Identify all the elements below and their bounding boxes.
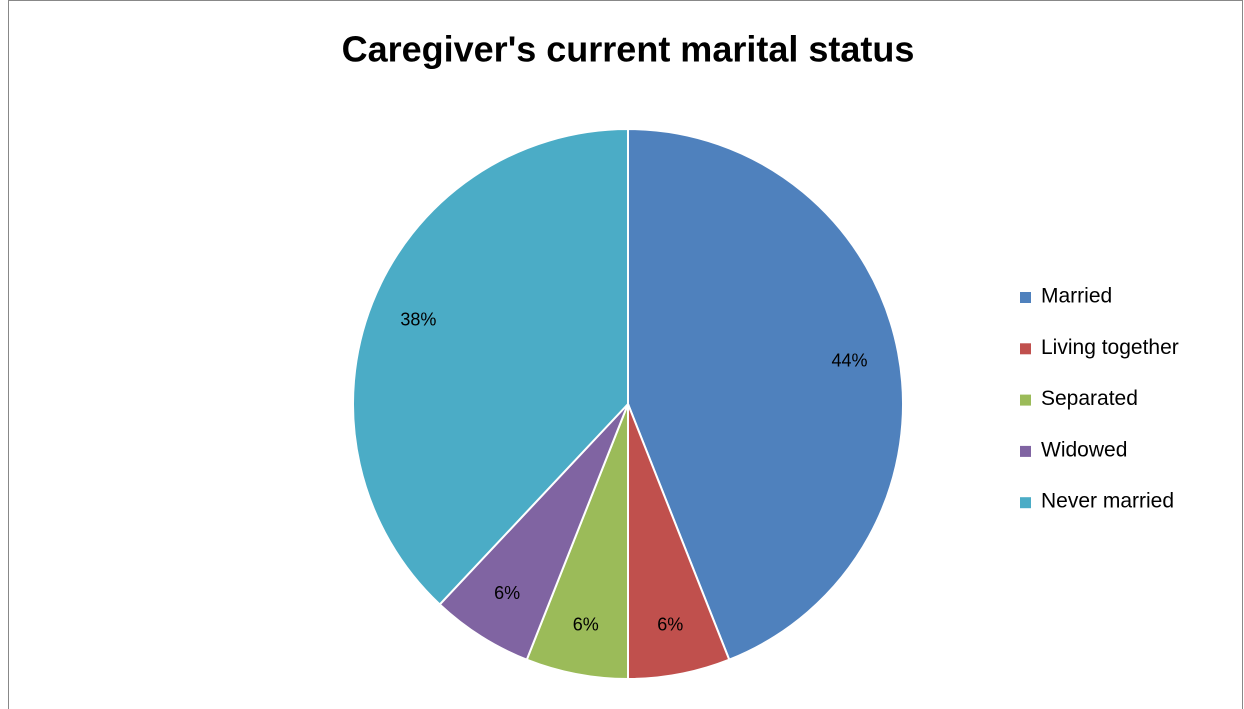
legend-swatch bbox=[1020, 445, 1031, 457]
legend-swatch bbox=[1020, 343, 1031, 355]
chart-title: Caregiver's current marital status bbox=[342, 29, 915, 70]
data-label: 6% bbox=[573, 614, 599, 634]
data-label: 38% bbox=[400, 310, 436, 330]
legend-label: Separated bbox=[1041, 387, 1138, 410]
legend-swatch bbox=[1020, 292, 1031, 303]
data-label: 6% bbox=[657, 614, 683, 634]
legend-label: Living together bbox=[1041, 336, 1179, 359]
legend-swatch bbox=[1020, 394, 1031, 406]
legend-label: Never married bbox=[1041, 490, 1174, 513]
data-label: 6% bbox=[494, 583, 520, 603]
legend-swatch bbox=[1020, 497, 1031, 509]
pie-slice bbox=[352, 127, 629, 606]
legend-label: Widowed bbox=[1041, 438, 1127, 461]
pie-slice bbox=[627, 127, 904, 661]
legend-label: Married bbox=[1041, 285, 1112, 308]
data-label: 44% bbox=[831, 350, 867, 370]
